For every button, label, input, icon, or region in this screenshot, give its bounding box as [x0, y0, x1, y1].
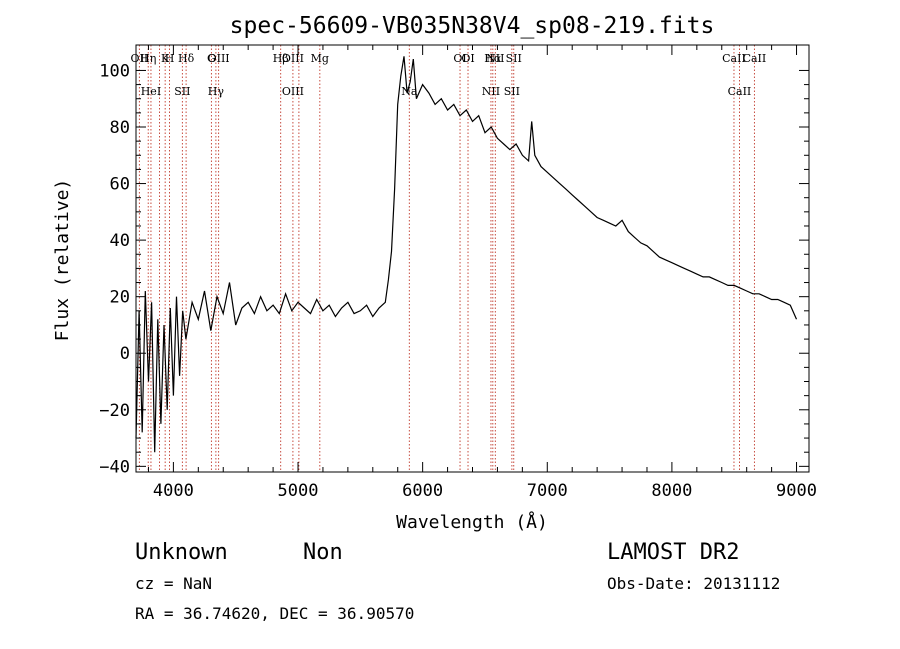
chart-title: spec-56609-VB035N38V4_sp08-219.fits [230, 13, 715, 39]
line-label-bottom: NII [482, 85, 500, 98]
y-axis-label: Flux (relative) [52, 179, 73, 342]
line-label-top: SII [506, 52, 522, 65]
line-label-bottom: OIII [282, 85, 304, 98]
line-label-bottom: Hγ [208, 85, 225, 98]
x-axis-label: Wavelength (Å) [396, 511, 548, 533]
line-label-bottom: Na [401, 85, 418, 98]
line-label-bottom: SII [174, 85, 190, 98]
redshift-label: cz = NaN [135, 574, 212, 593]
spectrum-line [135, 56, 798, 453]
y-tick-label: 40 [110, 231, 130, 251]
line-label-top: OI [461, 52, 474, 65]
plot-frame [135, 44, 810, 473]
y-tick-label: −20 [99, 401, 130, 421]
x-tick-label: 5000 [278, 481, 319, 501]
y-tick-label: −40 [99, 457, 130, 477]
line-label-top: OIII [282, 52, 304, 65]
line-label-top: CaII [743, 52, 767, 65]
line-label-top: OI [453, 52, 466, 65]
line-label-top: G [207, 52, 216, 65]
x-axis: 4000 5000 6000 7000 8000 9000 [147, 45, 817, 501]
class-label: Unknown [135, 540, 228, 565]
line-label-top: OIII [208, 52, 230, 65]
line-label-top: NII [486, 52, 504, 65]
line-label-bottom: CaII [728, 85, 752, 98]
line-label-top: Hδ [178, 52, 195, 65]
y-tick-label: 60 [110, 175, 130, 195]
line-label-bottom: SII [504, 85, 520, 98]
x-tick-label: 9000 [776, 481, 817, 501]
line-label-bottom: HeI [141, 85, 161, 98]
line-label-top: CaII [722, 52, 746, 65]
coordinates-label: RA = 36.74620, DEC = 36.90570 [135, 604, 414, 623]
y-axis: −40 −20 0 20 40 60 80 100 [99, 61, 809, 477]
y-tick-label: 20 [110, 288, 130, 308]
line-label-top: Hα [484, 52, 502, 65]
spectral-line-markers [138, 45, 755, 472]
line-label-top: K [161, 52, 170, 65]
line-label-top: H [165, 52, 175, 65]
x-tick-label: 7000 [527, 481, 568, 501]
x-tick-label: 8000 [651, 481, 692, 501]
line-label-top: OII [131, 52, 149, 65]
line-label-top: Mg [311, 52, 329, 65]
line-label-top: Hβ [273, 52, 289, 65]
obs-date-label: Obs-Date: 20131112 [607, 574, 780, 593]
y-tick-label: 100 [99, 61, 130, 81]
survey-label: LAMOST DR2 [607, 540, 739, 565]
line-label-top: Hη [140, 52, 156, 65]
x-tick-label: 6000 [402, 481, 443, 501]
y-tick-label: 0 [120, 344, 130, 364]
subclass-label: Non [303, 540, 343, 565]
y-tick-label: 80 [110, 118, 130, 138]
x-tick-label: 4000 [153, 481, 194, 501]
